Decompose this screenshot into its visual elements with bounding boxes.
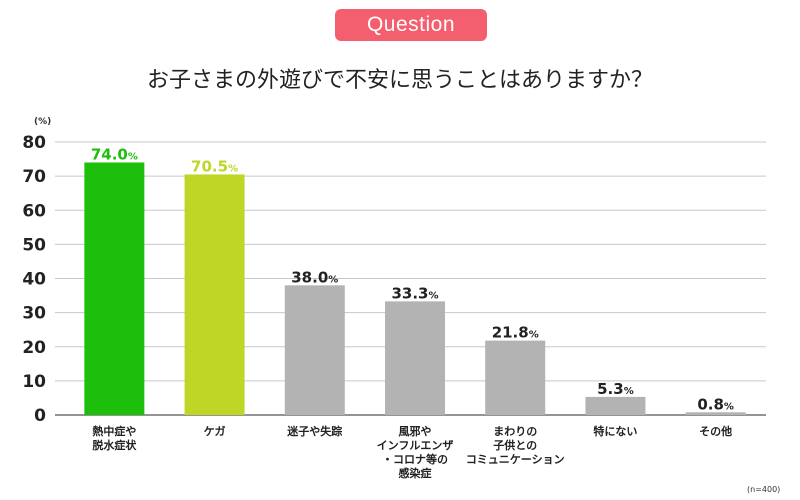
bar-value-label: 33.3% [391,284,438,302]
y-tick-label: 30 [22,304,46,324]
x-category-label: 熱中症や 脱水症状 [92,425,137,452]
y-tick-label: 60 [22,201,46,221]
bar-value-label: 74.0% [91,145,138,163]
y-tick-label: 70 [22,167,46,187]
bar-value-label: 21.8% [492,324,539,342]
y-tick-label: 10 [22,372,46,392]
x-category-label: まわりの 子供との コミュニケーション [465,425,565,466]
bar-value-label: 38.0% [291,268,338,286]
y-tick-label: 50 [22,235,46,255]
y-tick-label: 40 [22,270,46,290]
bar [485,340,546,415]
bar [284,285,345,415]
bar [84,162,145,415]
x-category-label: 迷子や失踪 [287,425,343,438]
bar [184,174,245,415]
bar-value-label: 5.3% [597,380,634,398]
y-tick-label: 20 [22,338,46,358]
y-tick-label: 80 [22,133,46,153]
x-category-label: 特にない [593,425,638,438]
bar-value-label: 70.5% [191,157,238,175]
bar [585,396,646,415]
chart-title: お子さまの外遊びで不安に思うことはありますか？ [146,68,653,93]
y-unit-label: (%) [34,117,52,127]
sample-size-note: (n=400) [747,485,781,494]
bar-value-label: 0.8% [697,395,734,413]
bar [385,301,445,415]
x-category-label: 風邪や インフルエンザ ・コロナ等の 感染症 [376,425,454,480]
question-badge: Question [335,9,487,41]
y-tick-label: 0 [34,406,46,426]
x-category-label: その他 [699,425,733,438]
bar [685,412,746,415]
x-category-label: ケガ [203,425,226,438]
